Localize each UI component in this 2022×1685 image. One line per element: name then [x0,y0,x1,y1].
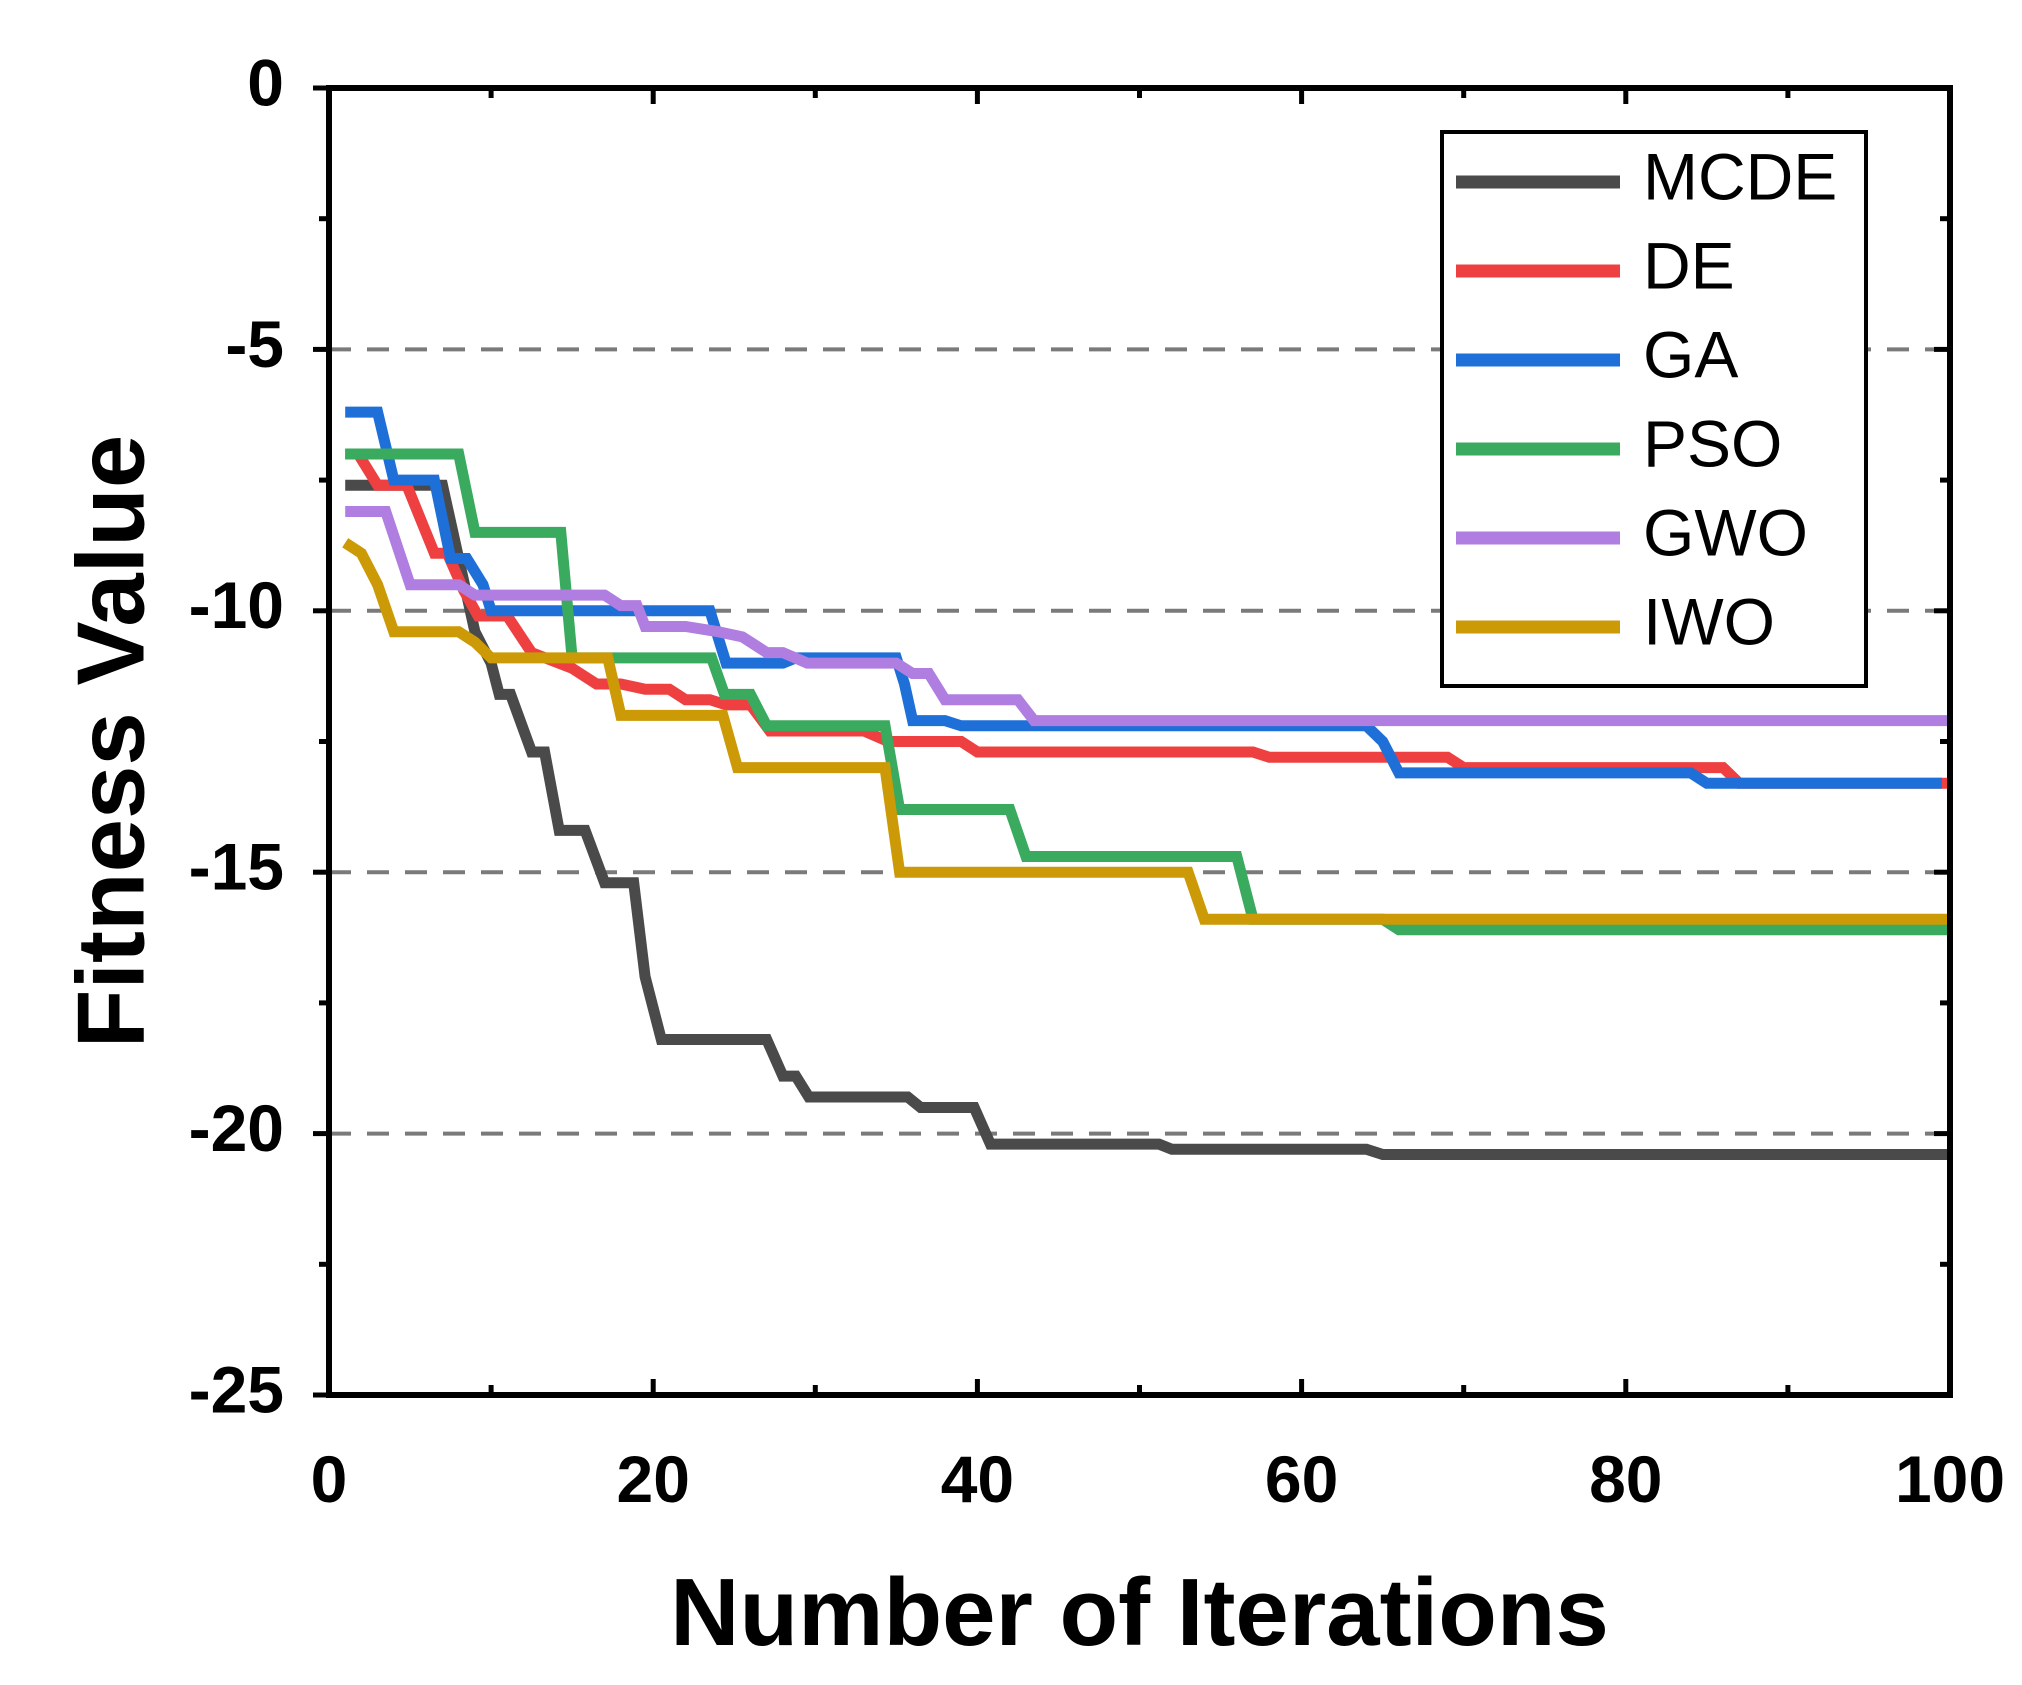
y-axis-label: Fitness Value [57,435,164,1049]
x-tick-label: 80 [1589,1442,1662,1516]
legend-items: MCDE DE GA PSO GWO IWO [1456,139,1837,658]
y-tick-label: 0 [247,45,284,119]
x-tick-label: 60 [1265,1442,1338,1516]
series-line-gwo [345,506,1950,727]
y-tick-label: -25 [189,1352,284,1426]
legend-box [1440,130,1868,688]
series-line-mcde [345,479,1950,1160]
x-axis-label: Number of Iterations [670,1559,1609,1666]
y-tick-label: -15 [189,830,284,904]
legend-label-ga: GA [1643,317,1738,391]
x-tick-label: 100 [1895,1442,2005,1516]
x-tick-label: 0 [311,1442,348,1516]
legend: MCDE DE GA PSO GWO IWO [1440,130,1868,688]
legend-label-gwo: GWO [1643,495,1808,569]
legend-label-pso: PSO [1643,406,1782,480]
y-tick-label: -10 [189,568,284,642]
y-tick-label: -20 [189,1091,284,1165]
x-tick-label: 40 [941,1442,1014,1516]
y-tick-label: -5 [225,307,284,381]
axis-ticks: 0 20 40 60 80 100 0 -5 -10 -15 -20 -25 [189,45,2005,1516]
x-tick-label: 20 [616,1442,689,1516]
series-line-iwo [342,538,1950,925]
legend-label-iwo: IWO [1643,584,1775,658]
legend-label-mcde: MCDE [1643,139,1837,213]
series-lines [342,406,1950,1160]
legend-label-de: DE [1643,228,1735,302]
